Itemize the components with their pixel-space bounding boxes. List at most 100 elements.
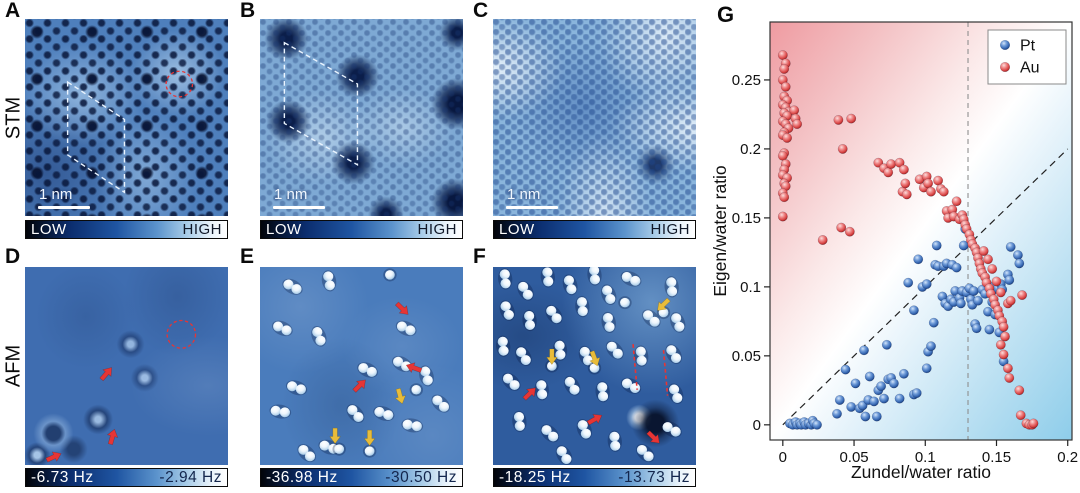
data-point-pt: [968, 286, 979, 296]
data-point-au: [998, 349, 1009, 360]
data-point-pt: [955, 298, 966, 309]
data-point-pt: [931, 240, 942, 251]
data-point-au: [846, 113, 857, 124]
water-dimer-feature: [575, 295, 590, 318]
data-point-pt: [1014, 258, 1025, 269]
water-dimer-feature: [512, 410, 527, 433]
data-point-pt: [984, 324, 995, 335]
data-point-au: [1017, 290, 1028, 301]
water-dimer-feature: [670, 312, 686, 333]
panel-G-scatter-chart: 0 0.05 0.1 0.15 0.2 0 0.05 0.1 0.15 0.2 0.25 Zundel…: [712, 21, 1078, 482]
data-point-au: [836, 222, 847, 233]
single-molecule-feature: [587, 361, 602, 375]
panel-A-annotations: [66, 70, 194, 194]
water-dimer-feature: [552, 339, 568, 361]
panel-C: C 1 nm LOW HIGH: [473, 0, 696, 239]
series-pt: [784, 223, 1025, 430]
x-tick-label: 0.05: [839, 449, 868, 466]
panel-B-annotations: [283, 41, 359, 166]
legend-label-au: Au: [1020, 60, 1040, 77]
data-point-au: [987, 263, 998, 274]
panel-A-scalebar: [38, 205, 90, 209]
panel-F-letter: F: [473, 245, 486, 268]
data-point-au: [898, 164, 909, 175]
data-point-au: [923, 178, 934, 189]
x-tick-label: 0.1: [915, 449, 936, 466]
data-point-au: [933, 175, 944, 186]
data-point-pt: [926, 341, 936, 352]
water-dimer-feature: [419, 365, 434, 387]
panel-C-scalebar-label: 1 nm: [507, 186, 541, 203]
water-dimer-feature: [391, 355, 413, 373]
yellow-arrow-marker: [546, 348, 558, 365]
water-dimer-feature: [499, 300, 515, 321]
afm-row-label: AFM: [2, 344, 25, 388]
panel-E-letter: E: [240, 245, 255, 268]
panel-F: F -18.25 Hz -13.73 Hz: [473, 245, 696, 487]
x-tick-label: 0: [779, 449, 787, 466]
data-point-pt: [921, 279, 932, 290]
water-dimer-feature: [664, 276, 679, 298]
panel-C-stm-image: 1 nm: [493, 19, 696, 216]
water-dimer-feature: [534, 379, 549, 401]
panel-F-colorbar-min-label: -18.25 Hz: [499, 468, 571, 486]
data-point-au: [894, 157, 905, 168]
water-dimer-feature: [357, 362, 378, 378]
data-point-pt: [876, 381, 887, 392]
panel-A-colorbar-high-label: HIGH: [182, 221, 222, 238]
water-dimer-feature: [395, 320, 417, 337]
x-tick-label: 0.2: [1057, 449, 1078, 466]
water-dimer-feature: [607, 430, 622, 452]
data-point-au: [833, 114, 844, 125]
single-molecule-feature: [545, 359, 559, 373]
water-dimer-feature: [540, 267, 555, 288]
panel-A-scalebar-label: 1 nm: [39, 186, 73, 203]
yellow-arrow-marker: [589, 350, 601, 367]
red-arrow-marker: [646, 430, 660, 444]
yellow-arrow-marker: [657, 297, 671, 311]
red-dashed-circle-marker: [166, 319, 197, 349]
data-point-pt: [871, 411, 882, 422]
data-point-pt: [973, 295, 983, 306]
water-dimer-feature: [515, 346, 532, 366]
legend-marker-au: [999, 61, 1011, 73]
panel-B-letter: B: [240, 0, 256, 22]
data-point-au: [1014, 385, 1025, 396]
unit-cell-dashed-rhombus: [283, 41, 359, 166]
water-dimer-feature: [321, 270, 337, 292]
panel-D-letter: D: [5, 245, 21, 268]
red-arrow-marker: [522, 387, 536, 401]
panel-C-colorbar-low-label: LOW: [499, 221, 535, 238]
water-dimer-feature: [496, 335, 511, 357]
panel-B-scalebar-label: 1 nm: [274, 186, 308, 203]
water-dimer-feature: [601, 311, 616, 334]
data-point-pt: [888, 378, 899, 389]
water-dimer-feature: [587, 267, 602, 286]
legend-box: [987, 29, 1067, 85]
chart-plot-area: [770, 22, 1072, 440]
data-point-pt: [1012, 250, 1023, 261]
panel-B-stm-image: 1 nm: [260, 19, 463, 216]
y-tick-label: 0.1: [740, 279, 761, 296]
data-point-au: [983, 254, 993, 265]
water-dimer-feature: [522, 309, 537, 332]
x-tick-label: 0.15: [982, 449, 1011, 466]
x-axis-label: Zundel/water ratio: [851, 462, 991, 482]
water-dimer-feature: [555, 445, 573, 465]
yellow-arrow-marker: [394, 387, 406, 405]
water-dimer-feature: [269, 404, 292, 419]
water-dimer-feature: [346, 404, 365, 423]
panel-D: D -6.73 Hz -2.94 Hz: [5, 245, 228, 487]
series-au: [777, 50, 1039, 430]
data-point-pt: [859, 345, 869, 356]
single-molecule-feature: [332, 442, 346, 456]
panel-F-colorbar-max-label: -13.73 Hz: [618, 468, 690, 486]
data-point-au: [777, 150, 788, 161]
data-point-au: [883, 167, 894, 178]
panel-D-colorbar-max-label: -2.94 Hz: [159, 468, 222, 486]
data-point-au: [995, 287, 1006, 298]
water-dimer-feature: [271, 320, 293, 337]
water-dimer-feature: [373, 406, 395, 421]
data-point-pt: [921, 363, 932, 374]
